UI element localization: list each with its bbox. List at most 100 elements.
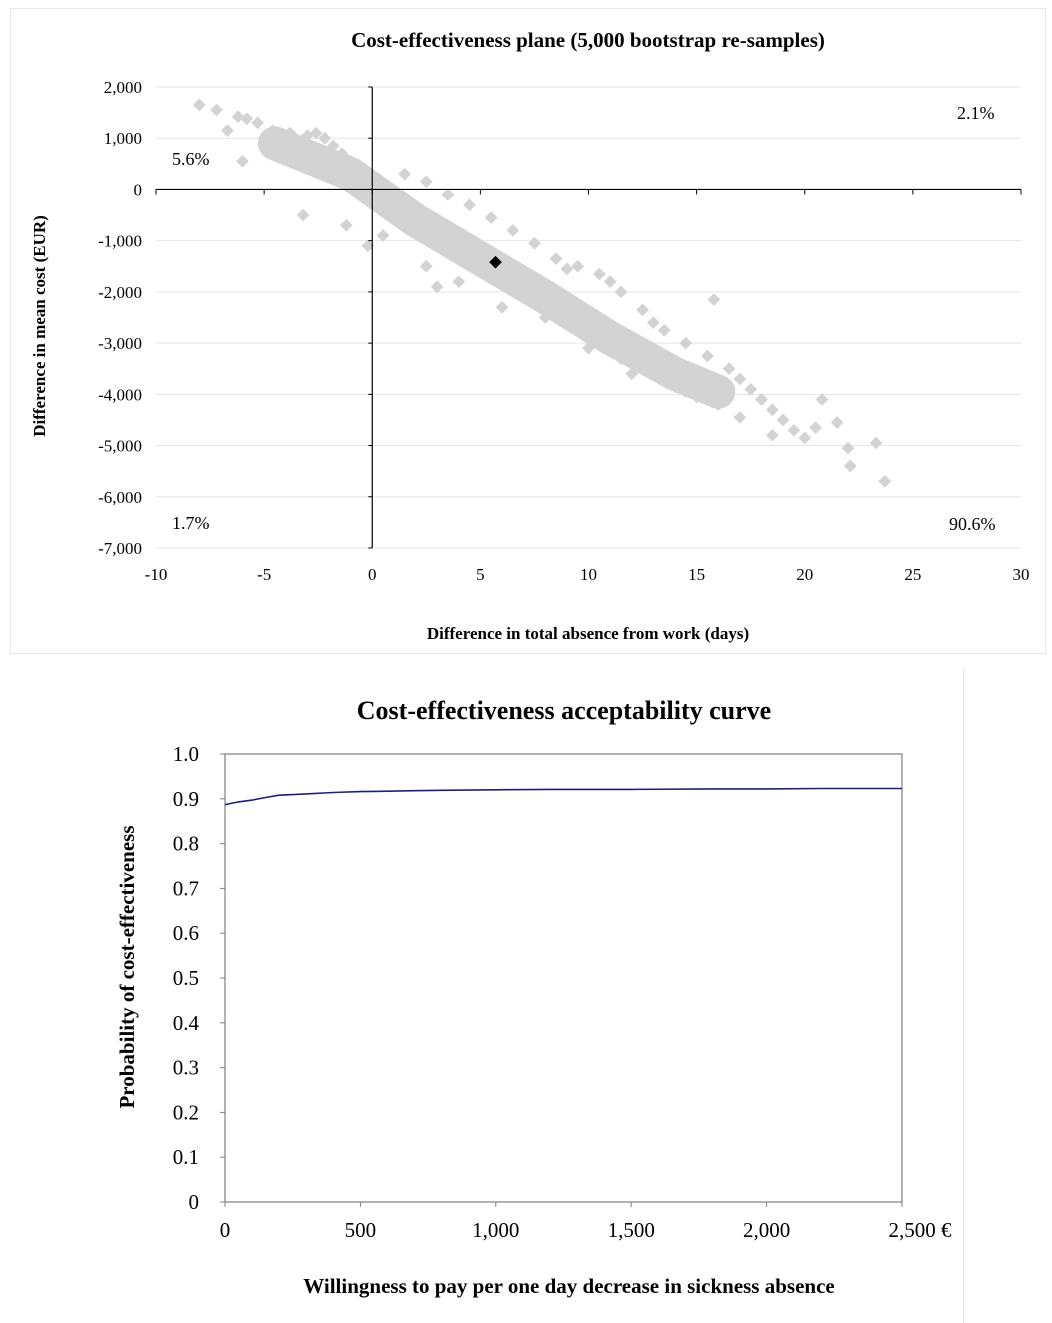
cost-effectiveness-plane-chart: Cost-effectiveness plane (5,000 bootstra… xyxy=(30,28,1030,643)
bootstrap-point xyxy=(636,303,649,317)
x-tick-label: -5 xyxy=(257,565,271,584)
bootstrap-point xyxy=(240,112,254,126)
bootstrap-point xyxy=(441,188,455,201)
y-tick-label: 1,000 xyxy=(104,129,142,148)
bootstrap-point xyxy=(528,236,541,250)
bootstrap-point xyxy=(309,126,323,140)
quadrant-label-se: 90.6% xyxy=(949,514,996,534)
y-tick-label: 0 xyxy=(189,1190,200,1214)
bootstrap-point xyxy=(549,252,563,265)
bootstrap-point xyxy=(755,393,768,406)
bootstrap-point xyxy=(296,208,310,222)
bootstrap-point xyxy=(657,323,671,337)
x-tick-label: 0 xyxy=(220,1218,231,1242)
x-tick-label: 30 xyxy=(1013,565,1030,584)
y-tick-label: 0.1 xyxy=(173,1145,199,1169)
bootstrap-point xyxy=(798,431,812,445)
bootstrap-point xyxy=(841,441,855,455)
x-tick-label: 15 xyxy=(688,565,705,584)
x-tick-label: 25 xyxy=(904,565,921,584)
y-axis-label: Difference in mean cost (EUR) xyxy=(30,215,49,437)
x-tick-label: -10 xyxy=(145,565,168,584)
y-tick-label: 0.7 xyxy=(173,876,199,900)
bootstrap-point xyxy=(614,285,628,299)
plot-frame xyxy=(224,753,903,1203)
x-tick-label: 2,000 xyxy=(743,1218,790,1242)
y-tick-label: -3,000 xyxy=(98,334,142,353)
bootstrap-point xyxy=(419,259,433,273)
y-axis-label: Probability of cost-effectiveness xyxy=(115,825,139,1108)
point-estimate-marker xyxy=(489,255,502,269)
chart-title: Cost-effectiveness plane (5,000 bootstra… xyxy=(351,28,825,52)
bootstrap-point xyxy=(339,218,353,232)
bootstrap-point xyxy=(809,421,822,434)
x-tick-label: 20 xyxy=(796,565,813,584)
bootstrap-point xyxy=(452,275,466,289)
bootstrap-point xyxy=(776,413,790,427)
bootstrap-cloud xyxy=(658,356,736,409)
bootstrap-point xyxy=(869,436,883,450)
y-tick-label: 0.6 xyxy=(173,921,199,945)
bootstrap-point xyxy=(679,336,693,350)
y-tick-label: 0.9 xyxy=(173,787,199,811)
y-tick-label: 0.8 xyxy=(173,832,199,856)
bootstrap-point xyxy=(603,275,617,289)
bootstrap-point xyxy=(843,459,857,473)
y-tick-label: -1,000 xyxy=(98,232,142,251)
bootstrap-point xyxy=(878,475,892,488)
y-tick-label: 0.3 xyxy=(173,1056,199,1080)
bootstrap-point xyxy=(318,131,332,145)
y-tick-label: -6,000 xyxy=(98,488,142,507)
acceptability-curve-chart: Cost-effectiveness acceptability curve P… xyxy=(115,696,952,1298)
bootstrap-point xyxy=(765,428,779,442)
bootstrap-point xyxy=(251,116,265,130)
x-tick-label: 10 xyxy=(580,565,597,584)
bootstrap-point xyxy=(815,393,829,406)
bootstrap-point xyxy=(361,239,375,253)
acceptability-curve-panel: Cost-effectiveness acceptability curve P… xyxy=(10,668,964,1323)
axes xyxy=(155,86,1022,549)
y-tick-label: -4,000 xyxy=(98,385,142,404)
bootstrap-point xyxy=(571,259,585,273)
y-tick-label: 0.4 xyxy=(173,1011,200,1035)
y-tick-label: 1.0 xyxy=(173,742,199,766)
bootstrap-point xyxy=(210,103,223,117)
bootstrap-point xyxy=(647,316,660,329)
quadrant-label-sw: 1.7% xyxy=(172,513,210,533)
x-tick-label: 5 xyxy=(476,565,485,584)
x-axis-label: Willingness to pay per one day decrease … xyxy=(303,1274,834,1298)
y-tick-label: -7,000 xyxy=(98,539,142,558)
bootstrap-point xyxy=(236,154,249,168)
x-axis-label: Difference in total absence from work (d… xyxy=(427,624,749,643)
quadrant-label-nw: 5.6% xyxy=(172,149,210,169)
y-tick-label: 0.5 xyxy=(173,966,199,990)
y-tick-label: 0.2 xyxy=(173,1100,199,1124)
bootstrap-point xyxy=(765,403,779,417)
bootstrap-point xyxy=(398,167,412,181)
x-tick-label: 1,500 xyxy=(608,1218,655,1242)
bootstrap-point xyxy=(701,349,714,363)
bootstrap-point xyxy=(220,124,234,137)
y-tick-label: -5,000 xyxy=(98,437,142,456)
bootstrap-point xyxy=(787,423,801,437)
y-tick-label: -2,000 xyxy=(98,283,142,302)
bootstrap-point xyxy=(722,362,736,376)
bootstrap-point xyxy=(376,229,390,242)
bootstrap-point xyxy=(830,416,844,429)
x-tick-label: 500 xyxy=(345,1218,377,1242)
bootstrap-point xyxy=(231,110,245,124)
bootstrap-point xyxy=(733,411,747,424)
x-tick-label: 2,500 € xyxy=(889,1218,953,1242)
bootstrap-point xyxy=(463,198,476,212)
y-tick-label: 2,000 xyxy=(104,78,142,97)
bootstrap-point xyxy=(733,372,747,386)
quadrant-label-ne: 2.1% xyxy=(957,103,995,123)
bootstrap-point xyxy=(419,175,433,189)
tick-labels: 2,000 1,000 0 -1,000 -2,000 -3,000 -4,000 -5,00… xyxy=(98,78,1029,584)
bootstrap-point xyxy=(192,98,206,112)
tick-labels: 1.0 0.9 0.8 0.7 0.6 0.5 0.4 0.3 0.2 0.1 00 500 1,000… xyxy=(173,742,952,1242)
curve-path xyxy=(224,787,902,806)
bootstrap-point xyxy=(592,267,606,281)
bootstrap-point xyxy=(484,211,498,224)
cost-effectiveness-plane-panel: Cost-effectiveness plane (5,000 bootstra… xyxy=(10,8,1046,654)
